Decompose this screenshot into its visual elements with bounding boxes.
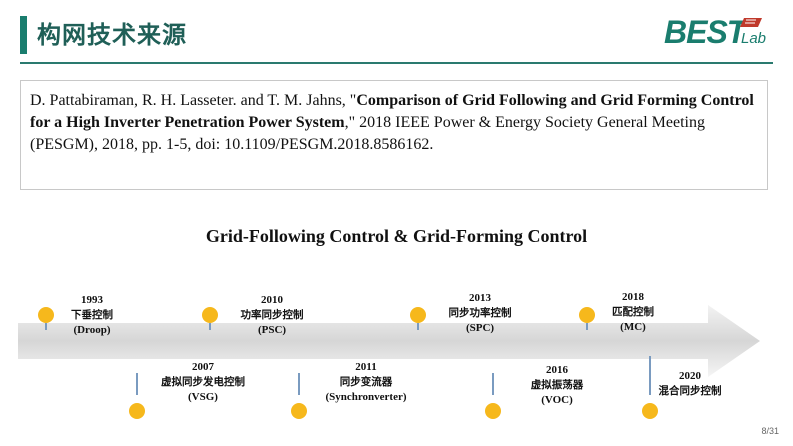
timeline-event-label: 2013 同步功率控制 (SPC) [449,291,512,336]
timeline-dot [579,307,595,323]
timeline-dot [410,307,426,323]
event-name: 功率同步控制 [240,309,304,321]
event-name: 同步功率控制 [448,307,512,319]
event-abbreviation: (VSG) [188,391,218,403]
event-name: 虚拟同步发电控制 [161,376,245,388]
timeline-stem [136,373,138,395]
event-year: 2007 [192,361,214,373]
title-accent-bar [20,16,27,54]
event-abbreviation: (PSC) [257,324,287,336]
timeline-dot [485,403,501,419]
timeline-dot [642,403,658,419]
event-year: 2013 [469,292,491,304]
reference-authors: D. Pattabiraman, R. H. Lasseter. and T. … [30,92,357,109]
event-name: 同步变流器 [339,376,393,388]
timeline-dot [129,403,145,419]
event-year: 2011 [355,361,377,373]
timeline-stem [298,373,300,395]
event-abbreviation: (VOC) [541,394,573,406]
event-name: 混合同步控制 [658,385,722,397]
reference-paper-title: Comparison of Grid Following and Grid Fo… [30,92,754,131]
reference-citation: D. Pattabiraman, R. H. Lasseter. and T. … [20,80,768,190]
event-abbreviation: (MC) [620,321,646,333]
event-name: 虚拟振荡器 [530,379,584,391]
timeline-event-label: 2018 匹配控制 (MC) [612,290,654,335]
event-abbreviation: (SPC) [465,322,495,334]
event-year: 1993 [81,294,103,306]
timeline-stem [492,373,494,395]
page-number: 8/31 [761,426,779,436]
page-title: 构网技术来源 [37,21,187,49]
timeline-dot [291,403,307,419]
logo-main-text: BEST [664,14,746,50]
timeline-event-label: 2011 同步变流器 (Synchronverter) [325,360,406,405]
timeline-dot [38,307,54,323]
timeline-event-label: 2020 混合同步控制 [659,369,722,399]
logo-sub-text: Lab [741,30,767,47]
timeline-stem [209,323,211,330]
event-abbreviation: (Synchronverter) [325,391,407,403]
logo-flag-icon [740,18,762,27]
event-name: 下垂控制 [71,309,113,321]
event-abbreviation: (Droop) [73,324,111,336]
timeline-arrow [18,305,760,377]
event-year: 2018 [622,291,644,303]
timeline-stem [417,323,419,330]
timeline-title: Grid-Following Control & Grid-Forming Co… [205,226,588,246]
header-divider [20,62,773,64]
timeline-stem [45,323,47,330]
timeline-event-label: 2010 功率同步控制 (PSC) [241,293,304,338]
event-year: 2016 [546,364,568,376]
timeline-dot [202,307,218,323]
timeline-event-label: 1993 下垂控制 (Droop) [71,293,113,338]
reference-venue: ," 2018 IEEE Power & Energy Society Gene… [30,114,705,153]
timeline-stem [649,356,651,395]
event-year: 2020 [679,370,701,382]
timeline-event-label: 2016 虚拟振荡器 (VOC) [531,363,584,408]
event-name: 匹配控制 [612,306,654,318]
best-lab-logo: BEST Lab [664,12,776,58]
event-year: 2010 [261,294,283,306]
timeline-stem [586,323,588,330]
timeline-event-label: 2007 虚拟同步发电控制 (VSG) [161,360,245,405]
